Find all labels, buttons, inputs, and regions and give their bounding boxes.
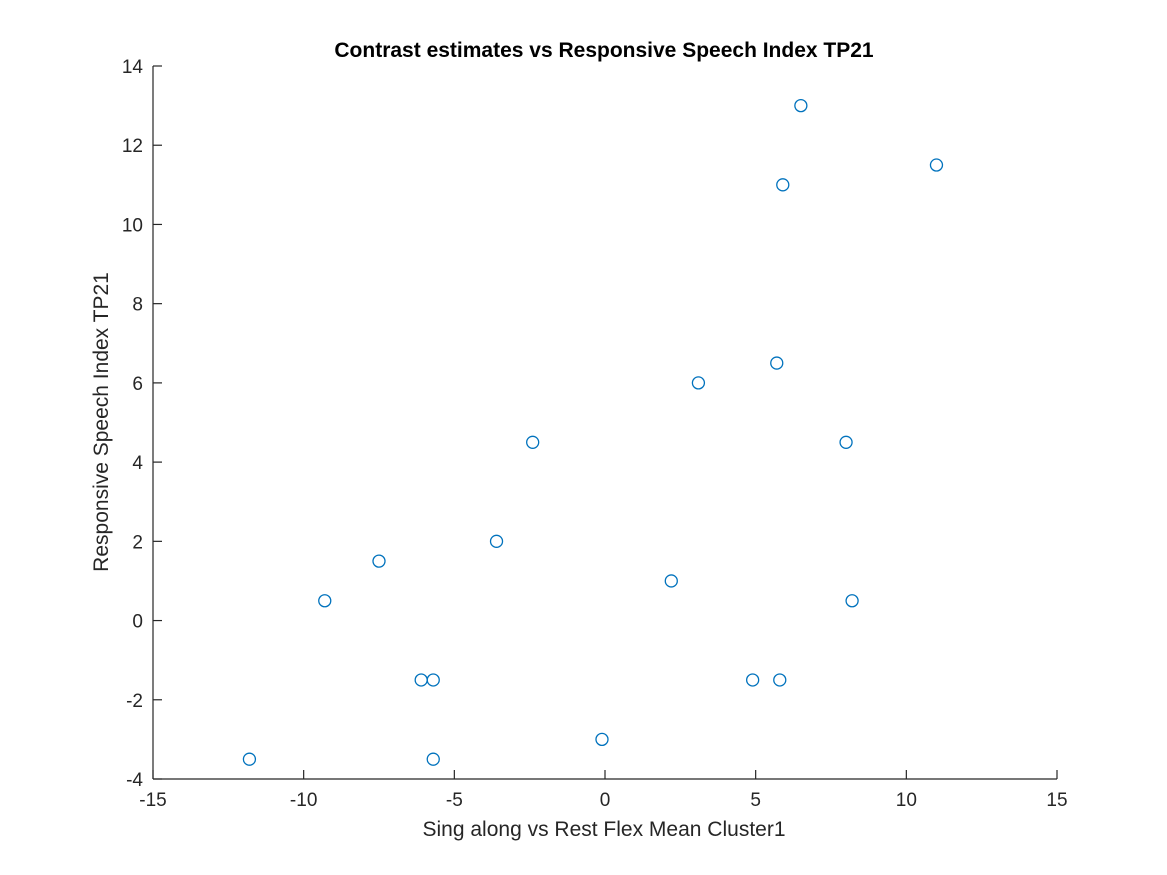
data-point: [794, 98, 808, 113]
y-axis-label: Responsive Speech Index TP21: [90, 272, 113, 572]
data-point: [489, 534, 504, 548]
x-tick-label: 10: [896, 790, 917, 811]
x-axis-label: Sing along vs Rest Flex Mean Cluster1: [423, 818, 786, 841]
y-tick-label: -2: [126, 691, 143, 712]
x-tick-label: -10: [290, 790, 317, 811]
y-tick-label: 6: [132, 374, 143, 395]
data-point: [526, 435, 540, 449]
y-tick-label: 4: [132, 453, 143, 474]
data-point: [773, 673, 787, 687]
y-tick-label: -4: [126, 770, 143, 791]
y-tick-label: 10: [122, 215, 143, 236]
data-point: [372, 554, 386, 568]
data-point: [691, 376, 706, 390]
scatter-points: [242, 98, 944, 766]
data-point: [595, 732, 609, 747]
y-tick-label: 8: [132, 295, 143, 316]
plot-area: -15 -10 -5 0 5 10 15 -4 -2 0 2 4 6 8 10 12 14: [122, 57, 1068, 811]
data-point: [776, 178, 790, 192]
chart-title: Contrast estimates vs Responsive Speech …: [334, 39, 874, 62]
y-tick-label: 12: [122, 136, 143, 157]
y-tick-label: 14: [122, 57, 144, 78]
data-point: [845, 594, 859, 608]
y-tick-label: 2: [132, 532, 143, 553]
data-point: [929, 158, 944, 172]
x-tick-label: 5: [750, 790, 761, 811]
data-point: [746, 673, 760, 687]
x-tick-label: 0: [600, 790, 611, 811]
data-point: [318, 594, 332, 608]
data-point: [770, 356, 784, 370]
x-tick-label: 15: [1046, 790, 1067, 811]
data-point: [664, 574, 678, 588]
x-tick-label: -5: [446, 790, 463, 811]
y-axis-ticks: -4 -2 0 2 4 6 8 10 12 14: [122, 57, 162, 791]
data-point: [426, 752, 440, 766]
data-point: [839, 435, 853, 449]
data-point: [242, 752, 257, 766]
x-axis-ticks: -15 -10 -5 0 5 10 15: [139, 770, 1068, 811]
data-point: [426, 673, 440, 687]
x-tick-label: -15: [139, 790, 166, 811]
data-point: [414, 673, 428, 687]
y-tick-label: 0: [132, 612, 143, 633]
